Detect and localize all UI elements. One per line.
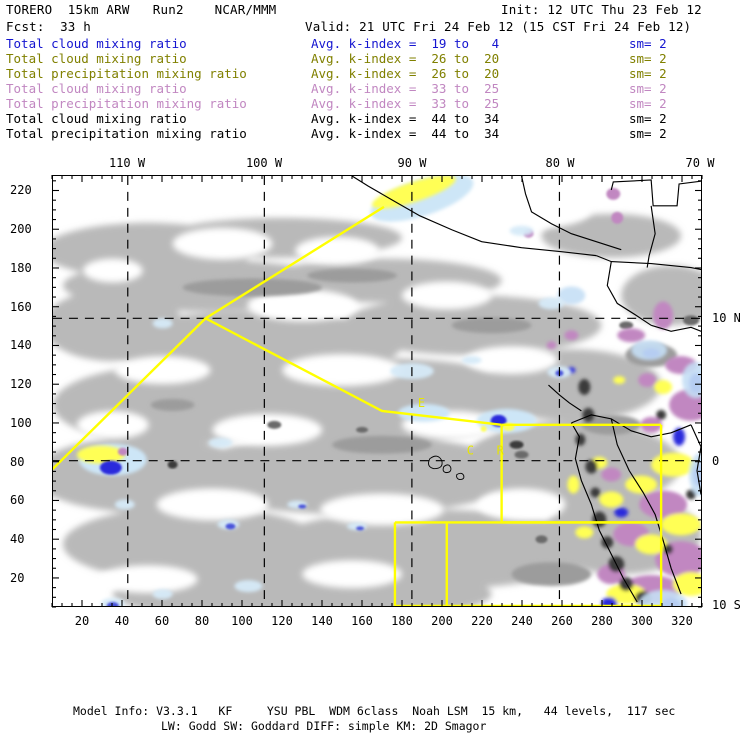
y-axis-tick-label: 180 [10,260,32,275]
x-axis-tick-label: 320 [671,614,693,628]
lon-tick-label: 70 W [685,156,715,170]
x-axis-tick-label: 280 [591,614,613,628]
x-axis-tick-label: 220 [471,614,493,628]
legend-field-name: Total precipitation mixing ratio [6,66,247,81]
x-axis-tick-label: 60 [154,614,170,628]
lon-tick-label: 110 W [108,156,146,170]
x-axis-tick-label: 80 [194,614,210,628]
y-axis-tick-label: 20 [10,570,25,585]
x-axis-tick-label: 120 [271,614,293,628]
legend-kindex: Avg. k-index = 26 to 20 [311,51,500,66]
y-axis-tick-label: 40 [10,532,25,547]
legend-field-name: Total cloud mixing ratio [6,36,187,51]
legend-kindex: Avg. k-index = 33 to 25 [311,81,500,96]
y-axis-tick-label: 160 [10,299,32,314]
cloud-shading-high [267,315,700,544]
precip-strong-dots [106,370,564,606]
legend-field-name: Total cloud mixing ratio [6,81,187,96]
init-time: Init: 12 UTC Thu 23 Feb 12 [501,2,702,17]
legend-kindex: Avg. k-index = 44 to 34 [311,111,500,126]
x-axis-tick-label: 180 [391,614,413,628]
y-axis-tick-label: 100 [10,415,32,430]
x-axis-tick-label: 20 [74,614,90,628]
model-title: TORERO 15km ARW Run2 NCAR/MMM [6,2,277,17]
lon-tick-label: 80 W [545,156,575,170]
legend-kindex: Avg. k-index = 44 to 34 [311,126,500,141]
map-label-r: R [497,444,505,458]
x-axis-tick-label: 200 [431,614,453,628]
gridlines [53,176,701,606]
precip-core-west [76,443,178,476]
x-axis-tick-label: 100 [231,614,253,628]
coastlines [351,176,701,603]
valid-time: Valid: 21 UTC Fri 24 Feb 12 (15 CST Fri … [305,19,692,34]
lon-tick-label: 100 W [245,156,283,170]
x-axis-tick-label: 240 [511,614,533,628]
lat-tick-label: 10 S [712,598,740,612]
legend-smoothing: sm= 2 [629,51,667,66]
legend-kindex: Avg. k-index = 19 to 4 [311,36,500,51]
x-axis-tick-label: 40 [114,614,130,628]
convection-south-america [546,286,701,606]
x-axis-tick-label: 260 [551,614,573,628]
legend-smoothing: sm= 2 [629,96,667,111]
header-block: TORERO 15km ARW Run2 NCAR/MMM Init: 12 U… [0,0,740,150]
x-axis-tick-label: 140 [311,614,333,628]
y-axis-tick-label: 120 [10,377,32,392]
legend-field-name: Total precipitation mixing ratio [6,126,247,141]
map-text-labels: E C R [418,396,505,458]
legend-field-name: Total cloud mixing ratio [6,51,187,66]
legend-field-name: Total cloud mixing ratio [6,111,187,126]
map-label-c: C [467,444,474,458]
x-axis-tick-label: 160 [351,614,373,628]
weather-field-raster: E C R [53,176,701,606]
map-frame: E C R [52,175,702,607]
y-axis-tick-label: 140 [10,338,32,353]
cloud-shading-mid [150,268,678,587]
model-info-line1: Model Info: V3.3.1 KF YSU PBL WDM 6class… [73,704,676,718]
legend-smoothing: sm= 2 [629,111,667,126]
y-axis-tick-label: 60 [10,493,25,508]
lon-tick-label: 90 W [397,156,427,170]
map-plot-area: E C R 20 40 60 80 100 120 140 160 180 200 220 240 26… [0,152,740,652]
legend-smoothing: sm= 2 [629,81,667,96]
cloud-gaps [67,179,592,594]
legend-smoothing: sm= 2 [629,36,667,51]
map-label-e: E [418,396,425,410]
model-info-line2: LW: Godd SW: Goddard DIFF: simple KM: 2D… [161,719,487,733]
legend-field-name: Total precipitation mixing ratio [6,96,247,111]
lat-tick-label: 10 N [712,311,740,325]
y-axis-tick-label: 220 [10,183,32,198]
x-axis-tick-label: 300 [631,614,653,628]
y-axis-tick-label: 200 [10,222,32,237]
legend-kindex: Avg. k-index = 26 to 20 [311,66,500,81]
legend-smoothing: sm= 2 [629,126,667,141]
domain-outline [53,205,663,606]
legend-kindex: Avg. k-index = 33 to 25 [311,96,500,111]
lat-tick-label: 0 [712,454,720,468]
legend-smoothing: sm= 2 [629,66,667,81]
forecast-hour: Fcst: 33 h [6,19,91,34]
y-axis-tick-label: 80 [10,454,25,469]
